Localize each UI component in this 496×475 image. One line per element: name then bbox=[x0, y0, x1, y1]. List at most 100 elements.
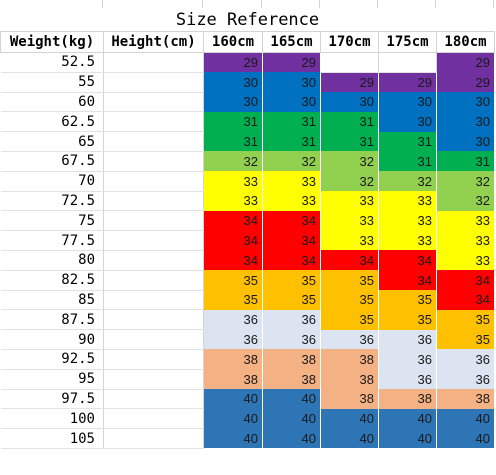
table-row: 97.5 40 40 38 38 38 bbox=[0, 389, 495, 410]
size-cell: 32 bbox=[436, 191, 495, 211]
size-cell: 33 bbox=[436, 250, 495, 271]
size-cell: 40 bbox=[378, 408, 437, 429]
size-cell: 40 bbox=[436, 428, 495, 449]
size-cell: 33 bbox=[262, 171, 321, 192]
size-cell: 40 bbox=[320, 408, 379, 429]
weight-cell: 52.5 bbox=[0, 52, 104, 73]
size-cell: 30 bbox=[436, 131, 495, 152]
size-cell: 31 bbox=[378, 151, 437, 172]
header-180cm: 180cm bbox=[436, 31, 495, 53]
size-cell: 40 bbox=[378, 428, 437, 449]
weight-cell: 85 bbox=[0, 290, 104, 311]
size-cell: 40 bbox=[436, 408, 495, 429]
size-cell: 38 bbox=[320, 349, 379, 370]
size-cell: 40 bbox=[320, 428, 379, 449]
size-cell: 38 bbox=[203, 369, 263, 390]
size-cell: 35 bbox=[203, 290, 263, 310]
size-cell: 36 bbox=[203, 309, 263, 330]
size-cell: 38 bbox=[378, 389, 437, 409]
table-row: 82.5 35 35 35 34 34 bbox=[0, 270, 495, 291]
weight-cell: 105 bbox=[0, 428, 104, 449]
size-cell: 33 bbox=[320, 230, 379, 251]
height-blank-cell bbox=[103, 111, 204, 133]
size-cell: 34 bbox=[203, 230, 263, 251]
size-cell: 30 bbox=[320, 92, 379, 112]
size-cell: 33 bbox=[378, 210, 437, 231]
weight-cell: 75 bbox=[0, 210, 104, 232]
weight-cell: 87.5 bbox=[0, 309, 104, 331]
size-cell: 32 bbox=[203, 151, 263, 172]
size-cell: 31 bbox=[378, 131, 437, 152]
height-blank-cell bbox=[103, 290, 204, 311]
size-cell: 36 bbox=[378, 329, 437, 350]
height-blank-cell bbox=[103, 210, 204, 232]
height-blank-cell bbox=[103, 131, 204, 152]
height-blank-cell bbox=[103, 428, 204, 449]
size-cell: 38 bbox=[320, 389, 379, 409]
size-cell: 30 bbox=[378, 111, 437, 132]
header-weight: Weight(kg) bbox=[0, 31, 104, 53]
header-175cm: 175cm bbox=[378, 31, 437, 53]
size-cell: 30 bbox=[436, 111, 495, 132]
size-cell: 29 bbox=[378, 72, 437, 93]
size-cell: 34 bbox=[378, 270, 437, 291]
size-cell: 30 bbox=[436, 92, 495, 112]
height-blank-cell bbox=[103, 349, 204, 370]
size-cell: 36 bbox=[203, 329, 263, 350]
size-cell: 29 bbox=[436, 72, 495, 93]
size-cell: 31 bbox=[203, 131, 263, 152]
weight-cell: 65 bbox=[0, 131, 104, 152]
size-cell: 33 bbox=[436, 230, 495, 251]
size-cell: 40 bbox=[262, 408, 321, 429]
header-165cm: 165cm bbox=[262, 31, 321, 53]
size-cell: 33 bbox=[203, 171, 263, 192]
size-cell: 29 bbox=[436, 52, 495, 73]
height-blank-cell bbox=[103, 309, 204, 331]
table-row: 92.5 38 38 38 36 36 bbox=[0, 349, 495, 370]
table-title: Size Reference bbox=[0, 8, 495, 32]
table-row: 60 30 30 30 30 30 bbox=[0, 92, 495, 113]
size-cell: 35 bbox=[436, 329, 495, 350]
height-blank-cell bbox=[103, 171, 204, 192]
size-cell: 35 bbox=[262, 270, 321, 291]
size-cell: 33 bbox=[378, 230, 437, 251]
weight-cell: 80 bbox=[0, 250, 104, 271]
height-blank-cell bbox=[103, 92, 204, 113]
size-cell: 36 bbox=[378, 369, 437, 390]
weight-cell: 77.5 bbox=[0, 230, 104, 251]
table-row: 65 31 31 31 31 30 bbox=[0, 131, 495, 152]
size-cell: 32 bbox=[436, 171, 495, 192]
size-cell: 32 bbox=[378, 171, 437, 192]
weight-cell: 95 bbox=[0, 369, 104, 390]
weight-cell: 55 bbox=[0, 72, 104, 93]
table-row: 80 34 34 34 34 33 bbox=[0, 250, 495, 271]
weight-cell: 82.5 bbox=[0, 270, 104, 291]
height-blank-cell bbox=[103, 72, 204, 93]
height-blank-cell bbox=[103, 191, 204, 212]
size-cell: 31 bbox=[320, 131, 379, 152]
size-cell: 38 bbox=[262, 349, 321, 370]
weight-cell: 100 bbox=[0, 408, 104, 430]
size-cell: 31 bbox=[262, 111, 321, 132]
weight-cell: 62.5 bbox=[0, 111, 104, 133]
size-cell: 33 bbox=[262, 191, 321, 211]
size-cell: 38 bbox=[436, 389, 495, 409]
table-row: 75 34 34 33 33 33 bbox=[0, 210, 495, 232]
header-160cm: 160cm bbox=[203, 31, 263, 53]
table-row: 95 38 38 38 36 36 bbox=[0, 369, 495, 390]
size-cell: 36 bbox=[262, 329, 321, 350]
header-row: Weight(kg) Height(cm) 160cm 165cm 170cm … bbox=[0, 31, 495, 53]
size-cell: 36 bbox=[320, 329, 379, 350]
weight-cell: 67.5 bbox=[0, 151, 104, 172]
size-cell: 36 bbox=[378, 349, 437, 370]
size-cell: 35 bbox=[378, 290, 437, 310]
size-cell: 40 bbox=[203, 428, 263, 449]
height-blank-cell bbox=[103, 151, 204, 172]
table-row: 77.5 34 34 33 33 33 bbox=[0, 230, 495, 251]
size-cell: 33 bbox=[436, 210, 495, 231]
weight-cell: 70 bbox=[0, 171, 104, 192]
size-cell: 31 bbox=[320, 111, 379, 132]
table-row: 100 40 40 40 40 40 bbox=[0, 408, 495, 430]
height-blank-cell bbox=[103, 369, 204, 390]
